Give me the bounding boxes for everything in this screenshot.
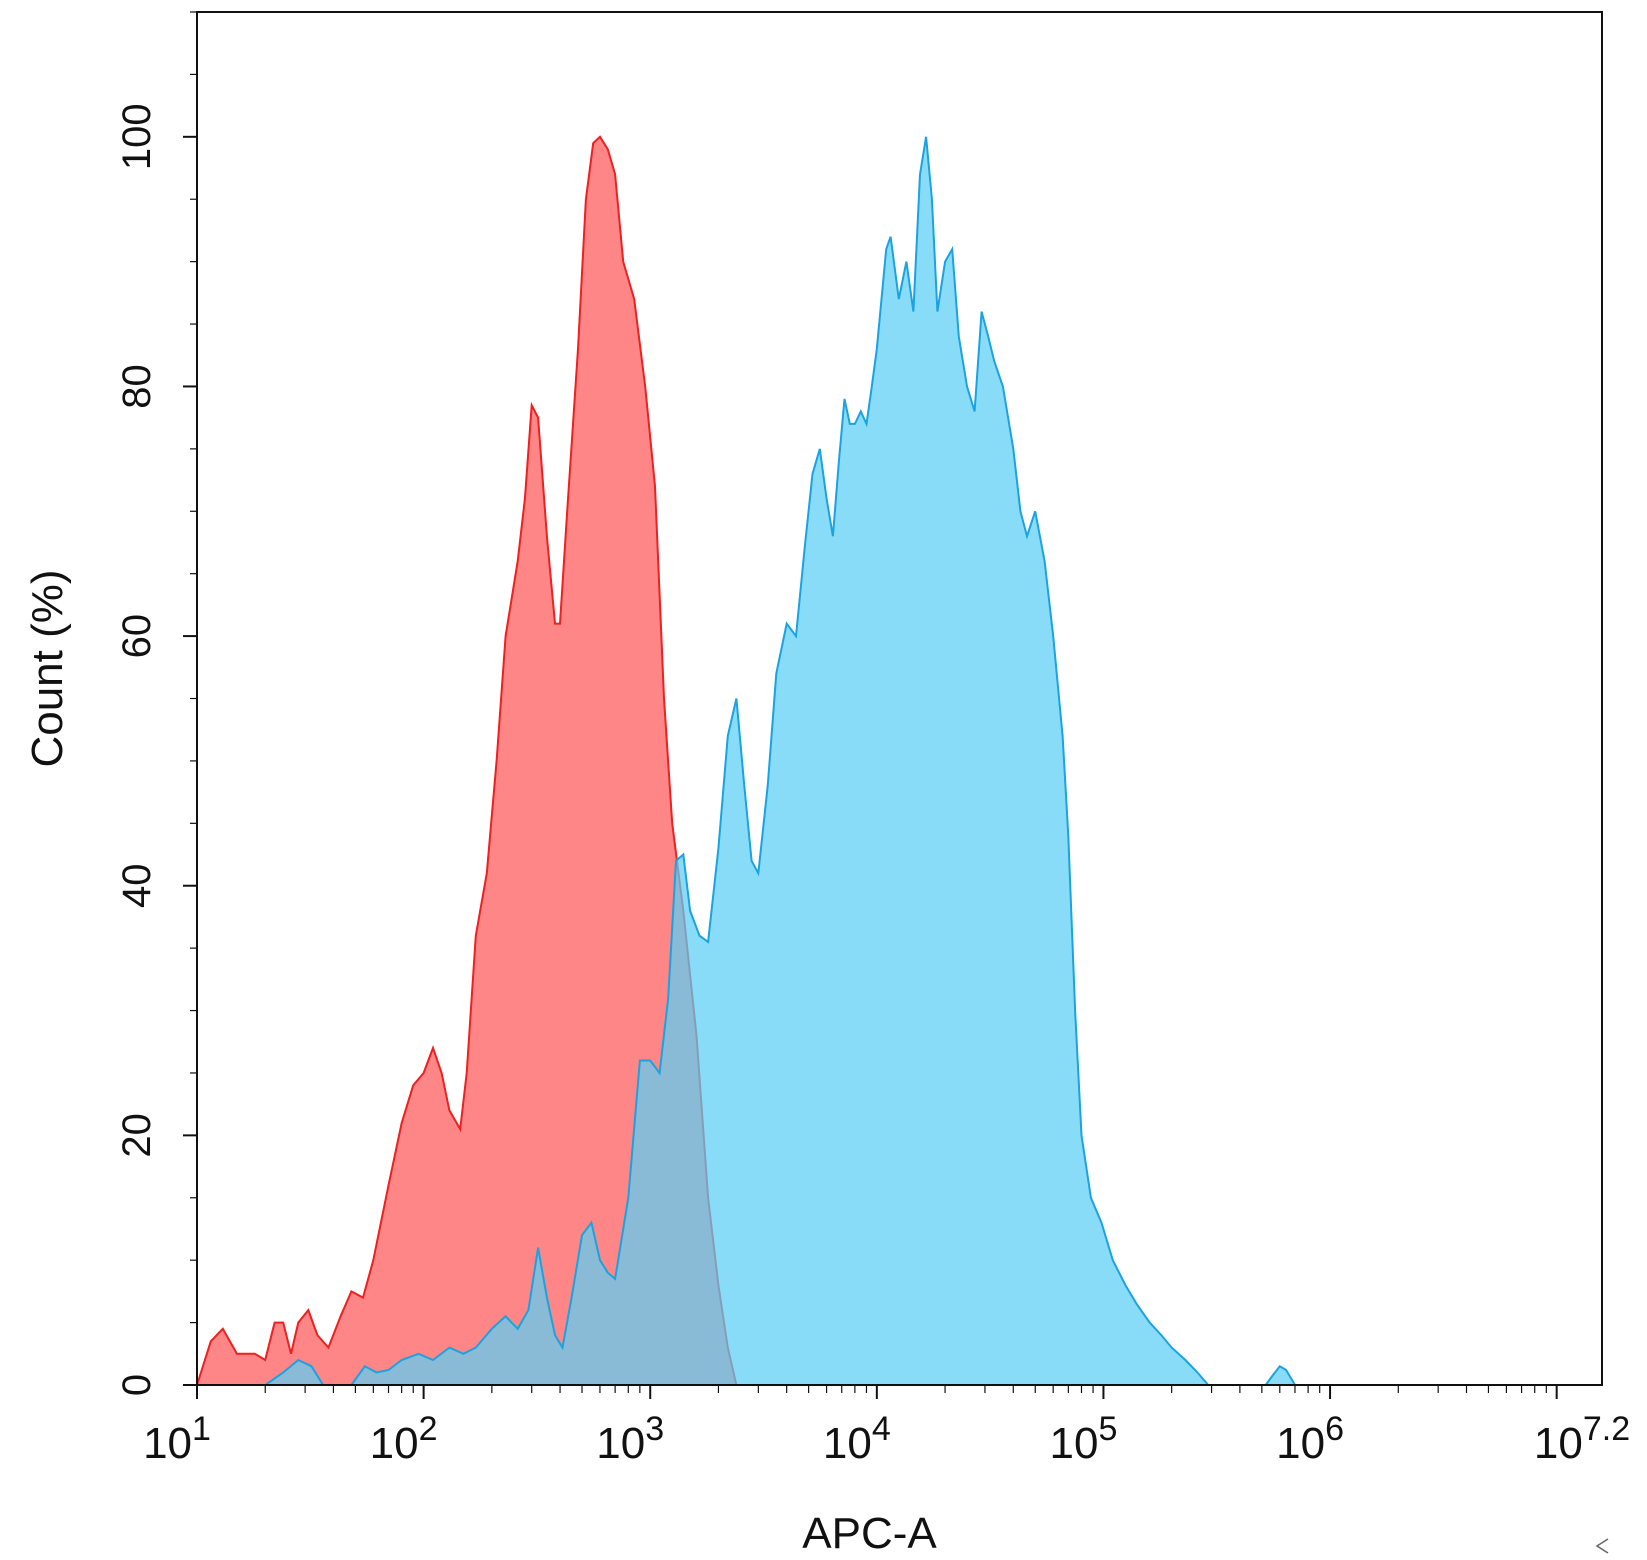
histogram-area-2 <box>265 136 1296 1385</box>
x-axis-title: APC-A <box>802 1509 937 1558</box>
y-tick-label: 20 <box>115 1113 159 1158</box>
y-tick-label: 40 <box>115 863 159 908</box>
x-tick-label: 107.2 <box>1534 1410 1630 1468</box>
y-tick-label: 100 <box>115 103 159 170</box>
x-tick-label: 103 <box>596 1410 664 1468</box>
corner-marker <box>1595 1538 1609 1554</box>
y-tick-label: 60 <box>115 614 159 659</box>
histogram-outline-1 <box>196 135 738 1386</box>
x-tick-label: 101 <box>143 1410 211 1468</box>
series-layer <box>196 135 1296 1386</box>
x-tick-label: 104 <box>823 1410 891 1468</box>
x-axis-ticks: 101 102 103 104 105 106 107.2 <box>143 1385 1630 1468</box>
histogram-outline-2 <box>264 136 1296 1386</box>
y-axis-ticks: 0 20 40 60 80 100 <box>115 11 197 1396</box>
x-tick-label: 106 <box>1276 1410 1344 1468</box>
y-tick-label: 80 <box>115 364 159 409</box>
y-axis-title: Count (%) <box>23 569 72 767</box>
x-tick-label: 102 <box>370 1410 438 1468</box>
histogram-area-1 <box>197 136 737 1385</box>
x-tick-label: 105 <box>1050 1410 1118 1468</box>
y-tick-label: 0 <box>115 1374 159 1396</box>
